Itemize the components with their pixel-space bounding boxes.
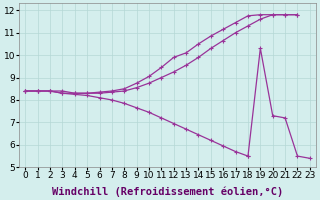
X-axis label: Windchill (Refroidissement éolien,°C): Windchill (Refroidissement éolien,°C): [52, 186, 283, 197]
